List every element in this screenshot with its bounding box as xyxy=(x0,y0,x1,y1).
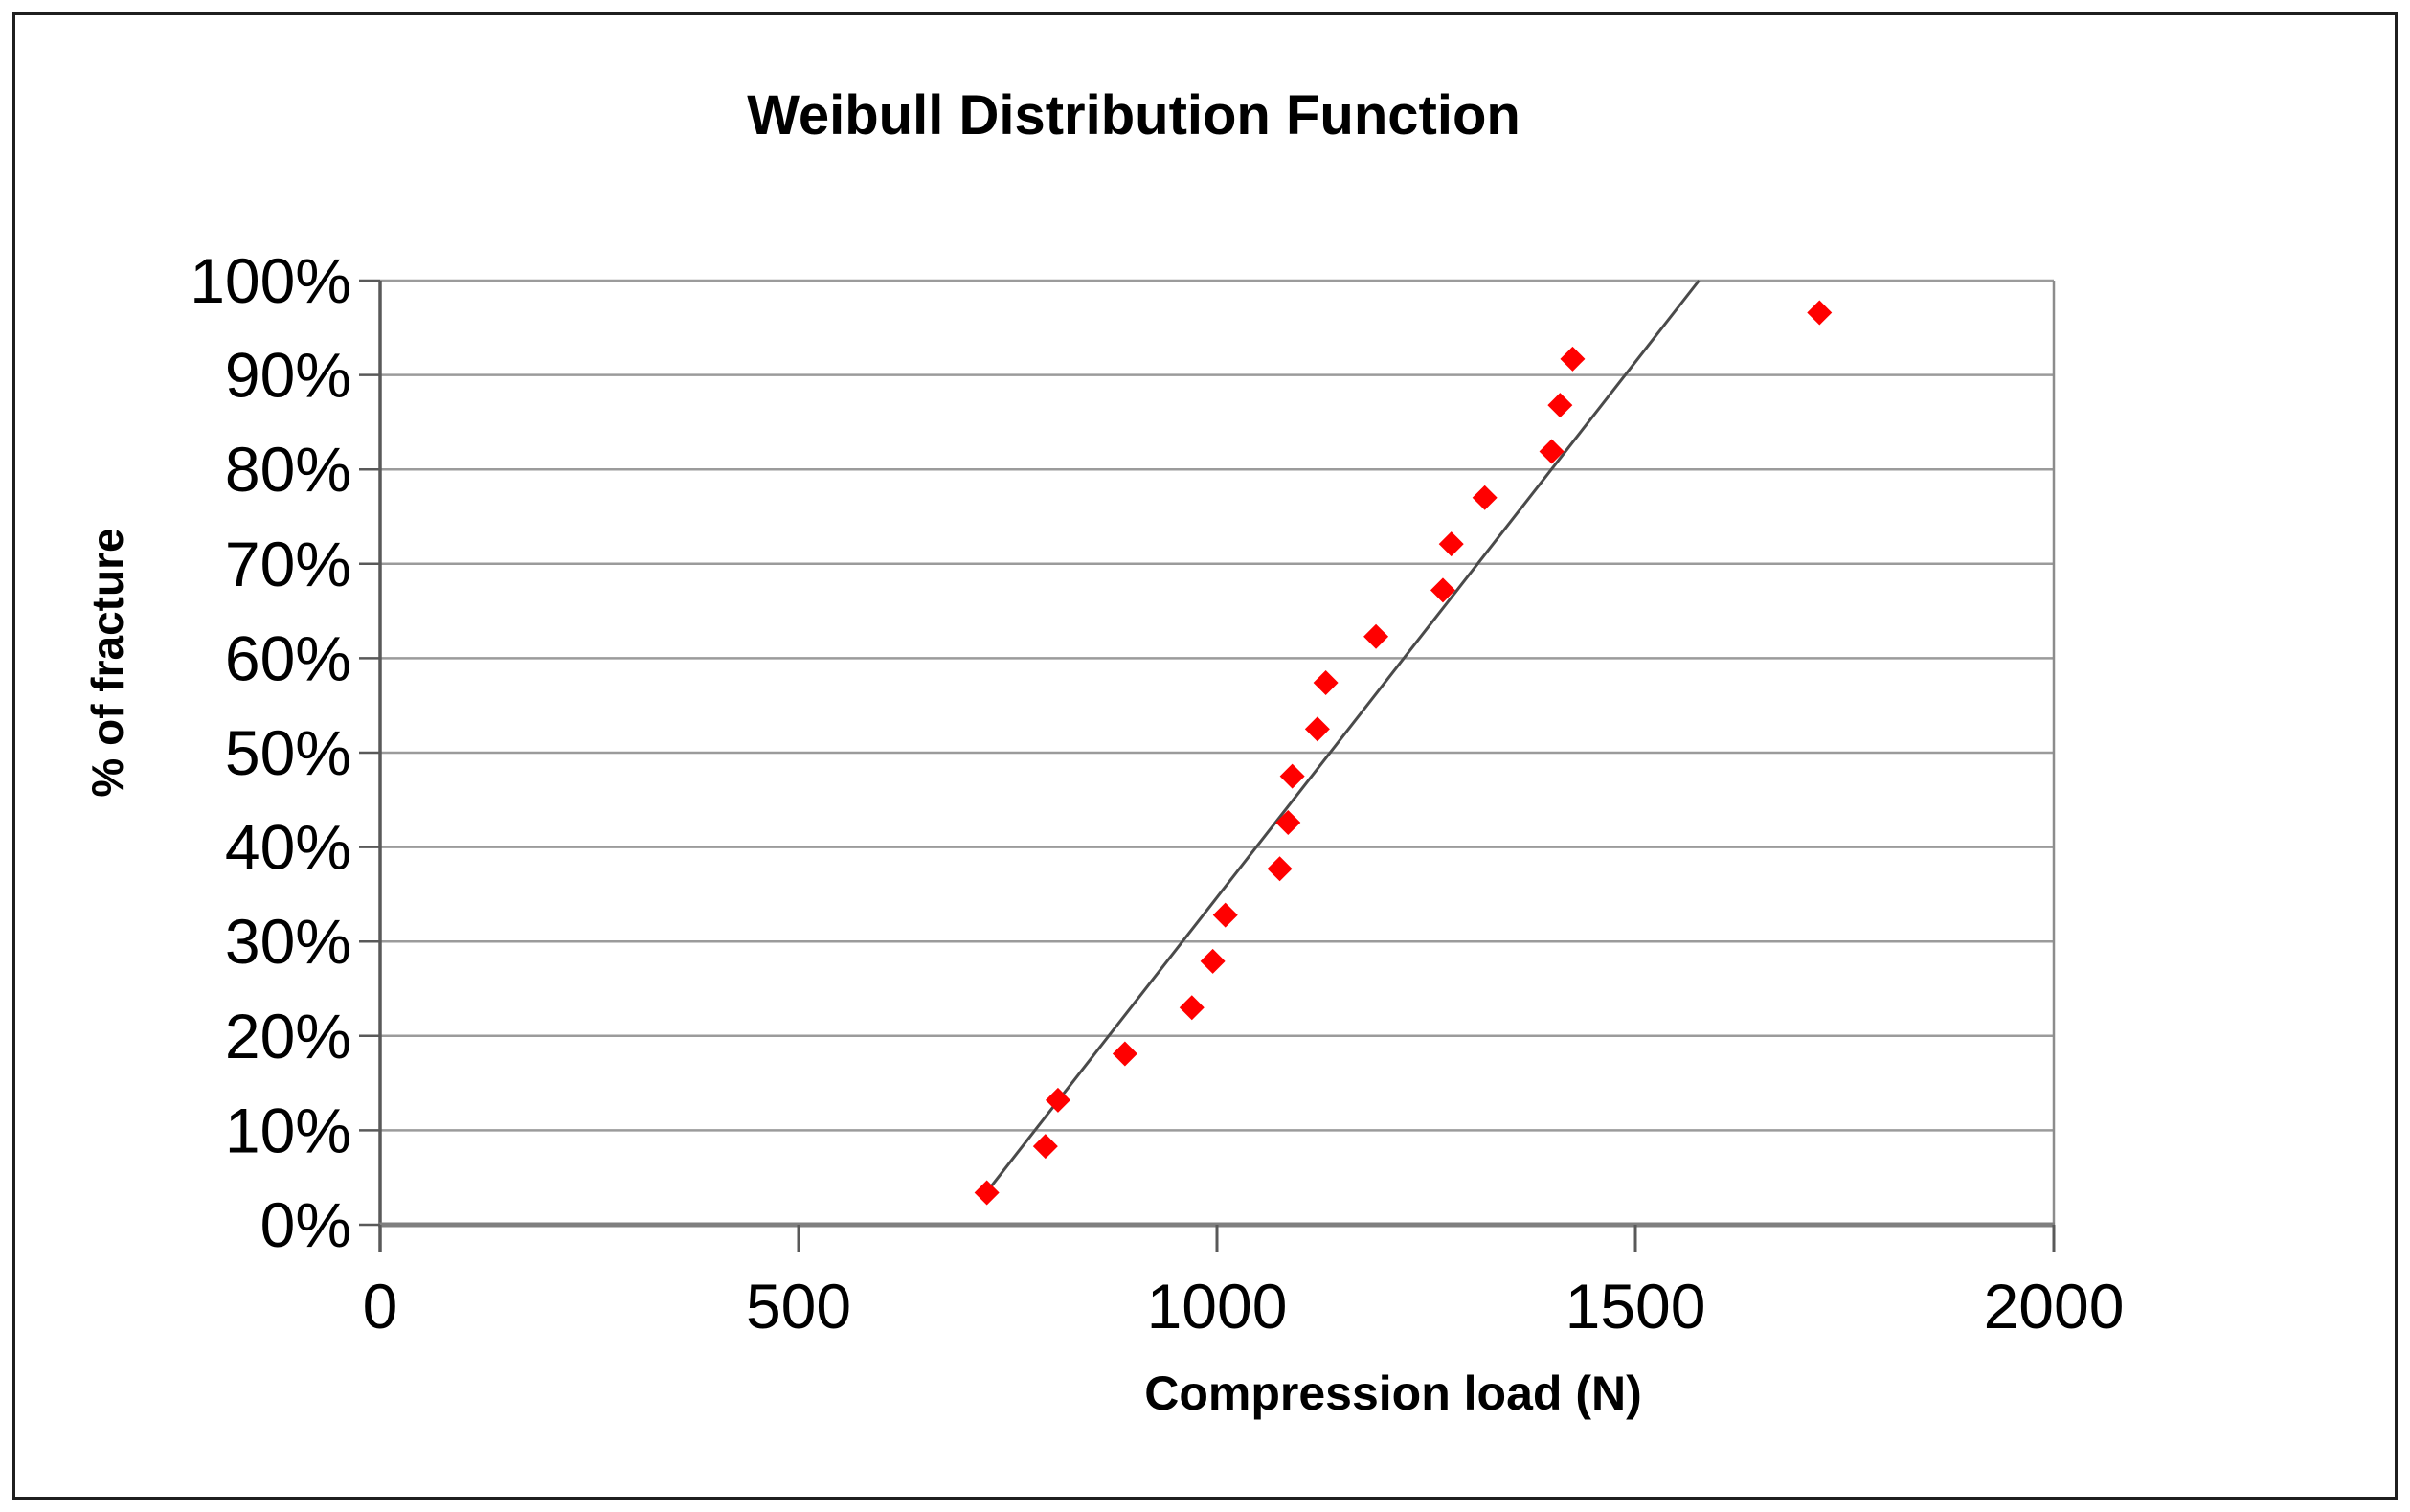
y-tick-label-80: 80% xyxy=(225,434,351,505)
data-point-3 xyxy=(1045,1087,1070,1113)
plot-frame xyxy=(378,281,2056,1252)
data-point-4 xyxy=(1112,1041,1137,1067)
data-point-2 xyxy=(1032,1134,1058,1160)
data-point-7 xyxy=(1212,902,1238,928)
data-point-10 xyxy=(1279,763,1305,789)
data-point-6 xyxy=(1200,948,1226,974)
x-tick-label-2000: 2000 xyxy=(1984,1271,2125,1342)
x-tick-label-1500: 1500 xyxy=(1565,1271,1706,1342)
data-point-14 xyxy=(1430,577,1455,603)
data-point-12 xyxy=(1313,670,1339,696)
y-tick-label-50: 50% xyxy=(225,717,351,788)
data-point-9 xyxy=(1275,809,1301,835)
y-tick-label-30: 30% xyxy=(225,906,351,977)
y-axis-title: % of fracture xyxy=(82,528,132,797)
x-tick-label-0: 0 xyxy=(363,1271,398,1342)
data-point-17 xyxy=(1539,439,1565,464)
trendline xyxy=(980,280,1701,1200)
y-tick-label-40: 40% xyxy=(225,812,351,883)
data-point-15 xyxy=(1438,531,1464,557)
data-point-11 xyxy=(1304,716,1330,742)
trendline-group xyxy=(980,280,1701,1200)
data-point-20 xyxy=(1807,300,1833,326)
data-point-16 xyxy=(1472,485,1498,510)
gridlines xyxy=(380,279,2054,1132)
data-point-5 xyxy=(1179,995,1205,1021)
y-tick-label-0: 0% xyxy=(260,1189,351,1260)
x-tick-label-500: 500 xyxy=(746,1271,851,1342)
y-tick-label-20: 20% xyxy=(225,1001,351,1072)
y-tick-label-60: 60% xyxy=(225,622,351,693)
data-point-1 xyxy=(974,1180,1000,1206)
data-point-8 xyxy=(1267,856,1293,882)
axis-ticks xyxy=(359,279,2056,1252)
data-point-13 xyxy=(1363,623,1389,649)
y-tick-label-90: 90% xyxy=(225,340,351,411)
y-tick-label-10: 10% xyxy=(225,1095,351,1165)
chart-title: Weibull Distribution Function xyxy=(747,84,1520,147)
x-tick-label-1000: 1000 xyxy=(1147,1271,1288,1342)
y-tick-label-100: 100% xyxy=(190,245,351,316)
y-tick-label-70: 70% xyxy=(225,529,351,599)
data-point-19 xyxy=(1560,346,1586,372)
y-tick-labels: 0% 10% 20% 30% 40% 50% 60% 70% 80% 90% 100% xyxy=(190,245,351,1260)
data-point-18 xyxy=(1547,393,1573,418)
x-tick-labels: 0 500 1000 1500 2000 xyxy=(363,1271,2125,1342)
x-axis-title: Compression load (N) xyxy=(1144,1366,1641,1420)
data-points-group xyxy=(974,300,1833,1206)
